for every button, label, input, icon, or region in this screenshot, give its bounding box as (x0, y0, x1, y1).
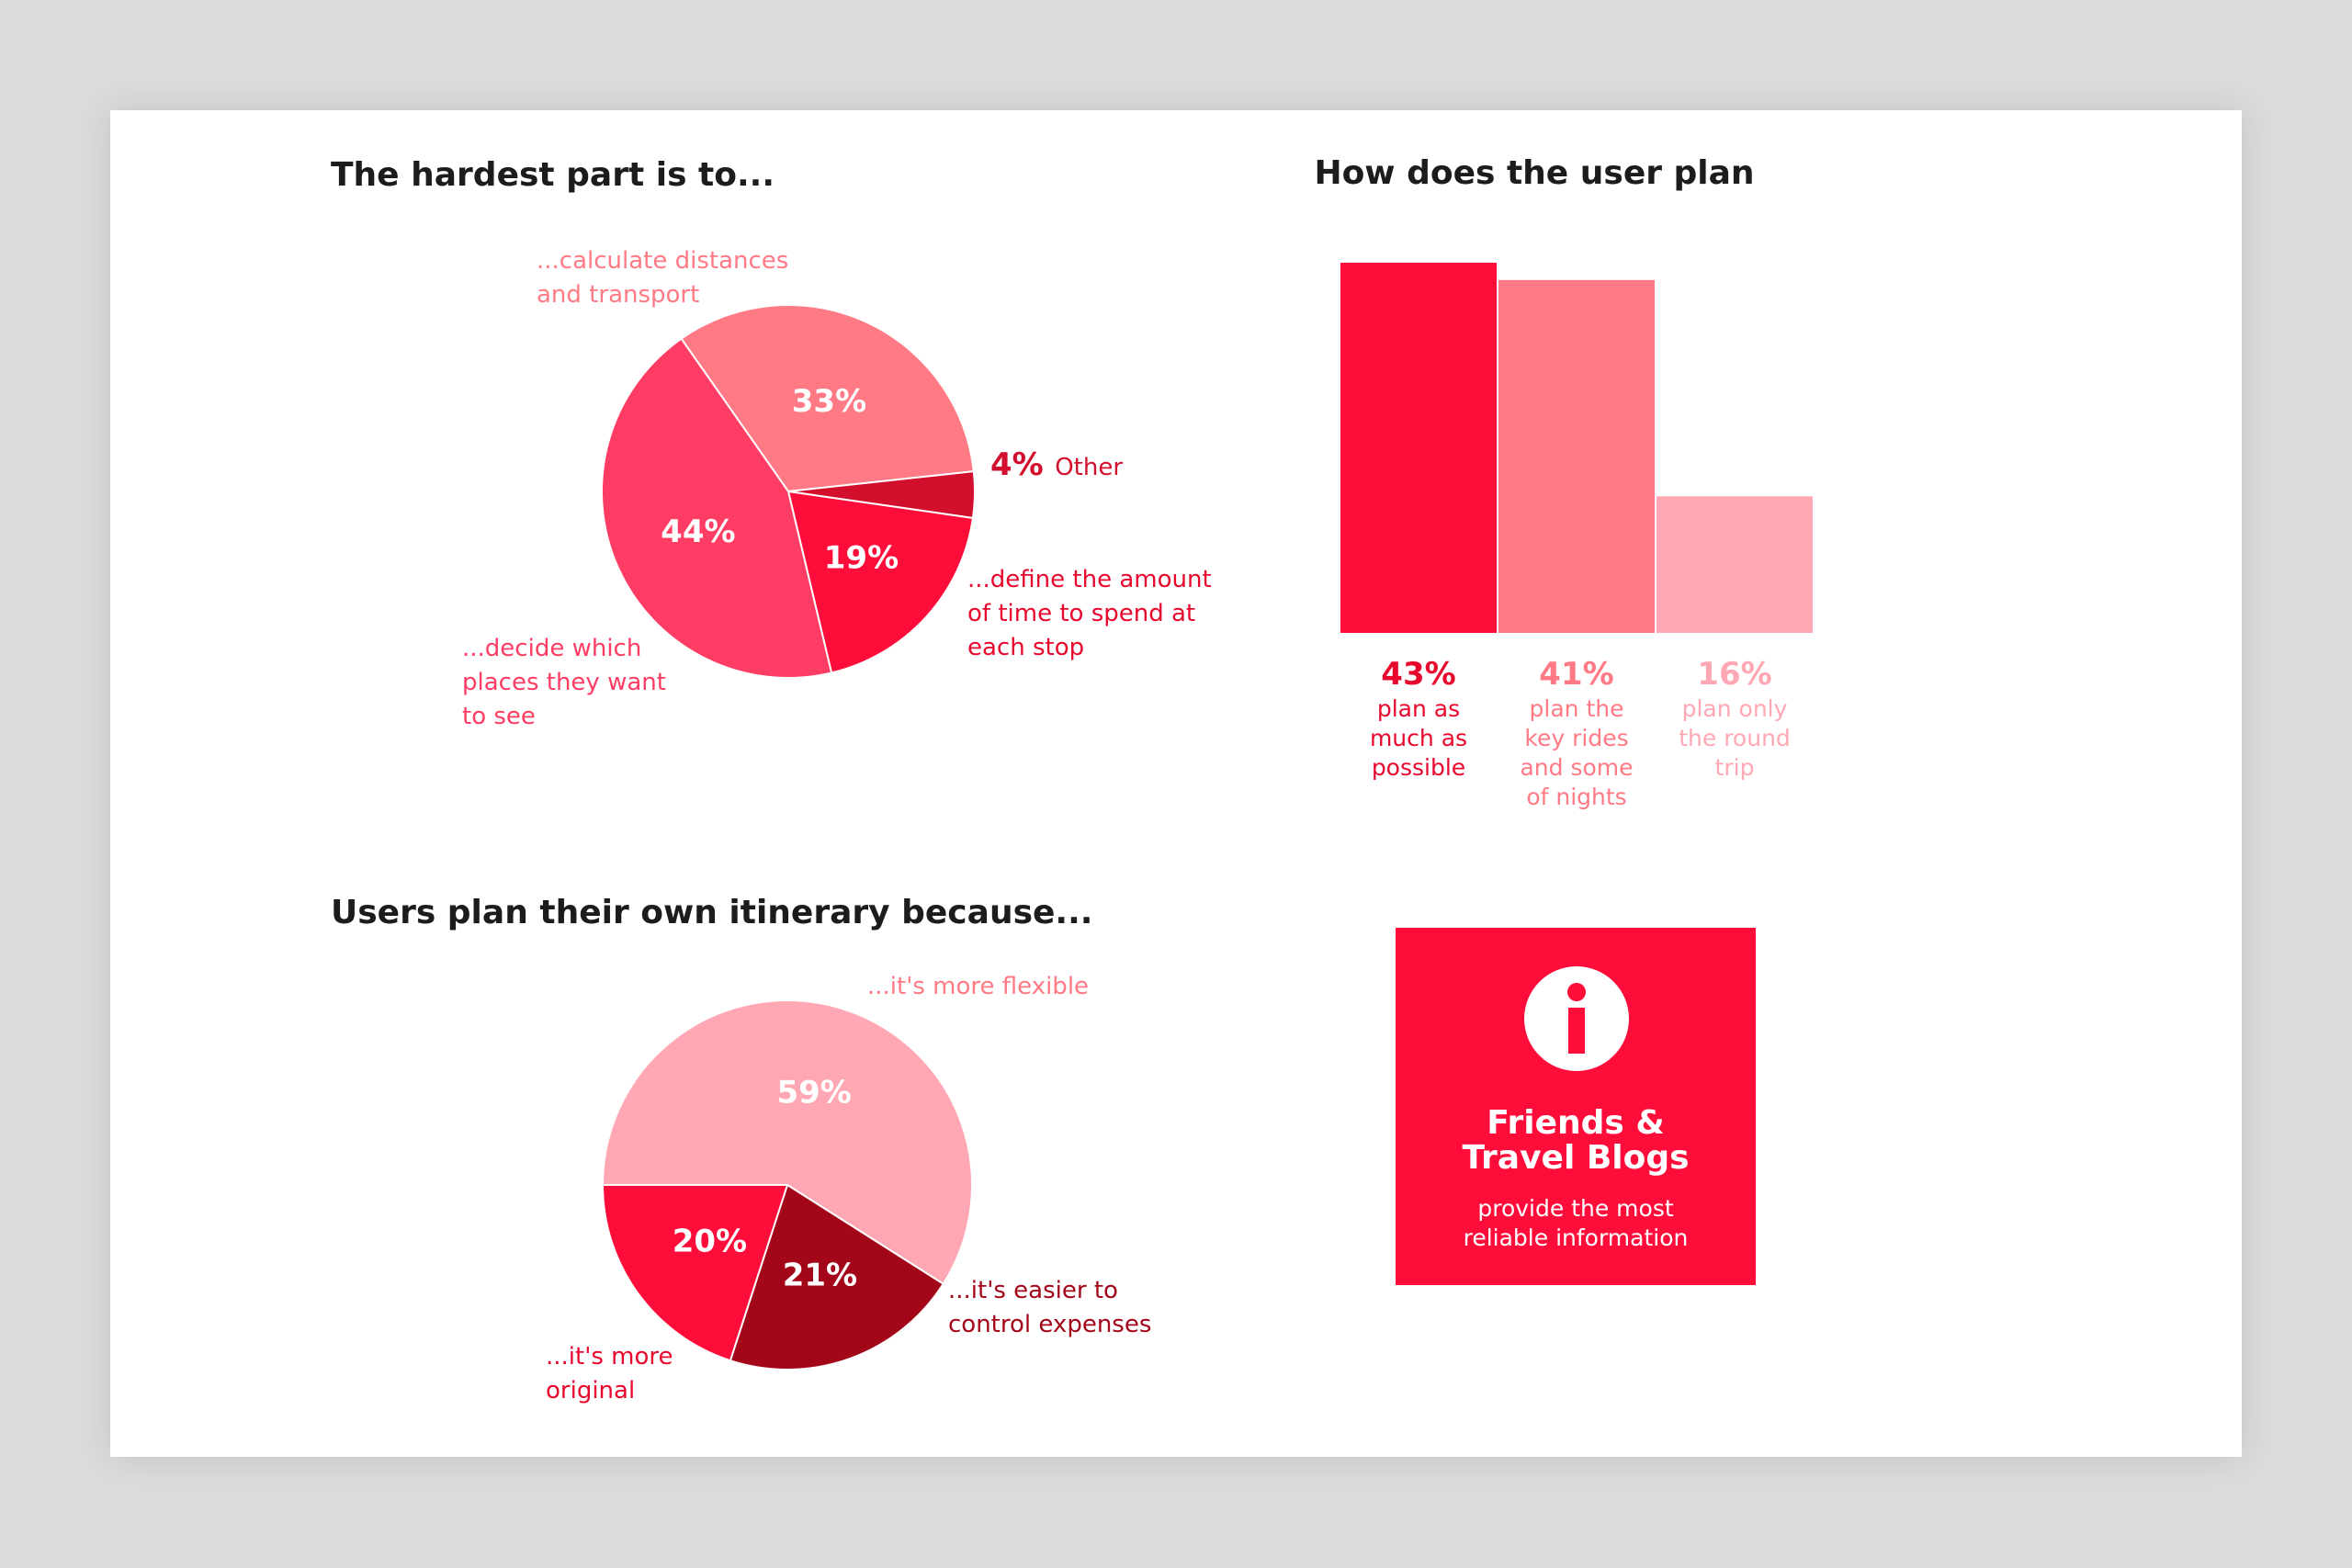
pie2-value-label-1: 21% (783, 1257, 857, 1293)
pie2-slice-0 (601, 999, 973, 1286)
bar-category-line-2-0: plan only (1681, 695, 1788, 722)
pie1-slice-3 (601, 337, 833, 679)
bar-label-0: 43% plan as much as possible (1340, 654, 1498, 783)
info-box: Friends & Travel Blogs provide the most … (1396, 928, 1756, 1285)
pie1-other-text: Other (1055, 454, 1124, 481)
bar-category-line-2-1: the round (1679, 725, 1791, 751)
pie1-slice-2 (786, 490, 975, 674)
pie2-title: Users plan their own itinerary because..… (331, 894, 1093, 931)
pie1-chart: 33% 19% 44% (601, 304, 976, 679)
pie2-label-original: ...it's more original (546, 1343, 673, 1404)
pie1-other-value: 4% (990, 446, 1044, 483)
pie1-label-calculate: ...calculate distances and transport (537, 247, 789, 309)
bar-0 (1339, 261, 1498, 635)
pie1-title: The hardest part is to... (331, 156, 775, 194)
pie1-label-decide: ...decide which places they want to see (462, 635, 666, 730)
pie2-label-expenses: ...it's easier to control expenses (948, 1277, 1152, 1338)
bar-2 (1655, 494, 1815, 635)
bar-chart (1339, 261, 1815, 635)
pie1-value-label-0: 33% (792, 383, 866, 420)
info-icon (1524, 966, 1629, 1071)
pie2-value-label-2: 20% (673, 1223, 747, 1259)
pie1-label-define: ...define the amount of time to spend at… (967, 566, 1212, 661)
pie1-value-label-3: 44% (661, 513, 735, 550)
info-title: Friends & Travel Blogs (1462, 1104, 1690, 1177)
pie2-slice-2 (601, 1184, 789, 1362)
pie2-value-label-0: 59% (776, 1075, 851, 1111)
bar-value-label-0: 43% (1381, 656, 1456, 693)
bar-label-2: 16% plan only the round trip (1656, 654, 1814, 783)
info-subtitle: provide the most reliable information (1463, 1195, 1689, 1251)
pie2-slice-1 (729, 1183, 945, 1371)
bar-label-1: 41% plan the key rides and some of nights (1498, 654, 1656, 812)
pie2-label-flexible: ...it's more flexible (867, 973, 1090, 1000)
bar-category-line-1-0: plan the (1529, 695, 1624, 722)
bar-category-line-2-2: trip (1714, 754, 1755, 781)
pie2-chart: 59% 21% 20% (601, 999, 973, 1371)
pie1-value-label-2: 19% (824, 540, 899, 577)
bar-category-line-1-1: key rides (1524, 725, 1629, 751)
bar-value-label-2: 16% (1697, 656, 1772, 693)
pie1-slice-0 (680, 304, 975, 493)
bar-category-line-0-0: plan as (1376, 695, 1461, 722)
bar-1 (1497, 277, 1657, 635)
bar-category-line-1-2: and some (1520, 754, 1634, 781)
bar-value-label-1: 41% (1539, 656, 1614, 693)
pie1-label-other: 4% Other (990, 446, 1123, 483)
bar-category-line-0-2: possible (1371, 754, 1466, 781)
bar-category-line-1-3: of nights (1526, 784, 1627, 810)
bar-title: How does the user plan (1314, 154, 1755, 192)
bar-category-line-0-1: much as (1369, 725, 1468, 751)
infographic-card: The hardest part is to... 33% 19% 44% ...c… (110, 110, 2242, 1457)
